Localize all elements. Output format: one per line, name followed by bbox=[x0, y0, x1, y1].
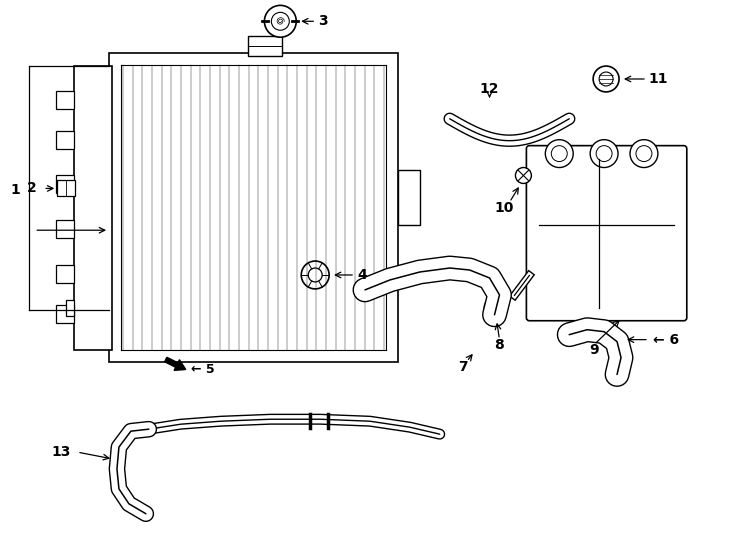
Text: 2: 2 bbox=[26, 181, 36, 195]
Text: 13: 13 bbox=[51, 445, 71, 459]
Bar bbox=[57, 305, 74, 323]
Circle shape bbox=[593, 66, 619, 92]
Bar bbox=[57, 180, 75, 197]
Text: ← 5: ← 5 bbox=[191, 363, 214, 376]
Text: 7: 7 bbox=[458, 361, 468, 375]
Text: 1: 1 bbox=[10, 184, 21, 198]
Bar bbox=[74, 66, 112, 349]
Bar bbox=[57, 131, 74, 149]
Text: 3: 3 bbox=[318, 14, 328, 28]
Circle shape bbox=[630, 140, 658, 167]
Circle shape bbox=[515, 167, 531, 184]
FancyBboxPatch shape bbox=[526, 146, 687, 321]
Text: ← 6: ← 6 bbox=[653, 333, 679, 347]
FancyArrow shape bbox=[164, 357, 186, 370]
Text: 12: 12 bbox=[480, 82, 499, 96]
Bar bbox=[66, 300, 74, 316]
Bar bbox=[57, 91, 74, 109]
Circle shape bbox=[484, 298, 504, 318]
Bar bbox=[398, 170, 420, 225]
Circle shape bbox=[301, 261, 329, 289]
Text: 4: 4 bbox=[357, 268, 367, 282]
Bar bbox=[248, 36, 283, 56]
Bar bbox=[57, 176, 74, 193]
Bar bbox=[57, 265, 74, 283]
Bar bbox=[57, 220, 74, 238]
Text: 9: 9 bbox=[589, 342, 599, 356]
Circle shape bbox=[264, 5, 297, 37]
Text: 10: 10 bbox=[495, 201, 514, 215]
Bar bbox=[109, 53, 398, 361]
Circle shape bbox=[545, 140, 573, 167]
Text: 11: 11 bbox=[649, 72, 669, 86]
Circle shape bbox=[590, 140, 618, 167]
Text: 8: 8 bbox=[495, 338, 504, 352]
